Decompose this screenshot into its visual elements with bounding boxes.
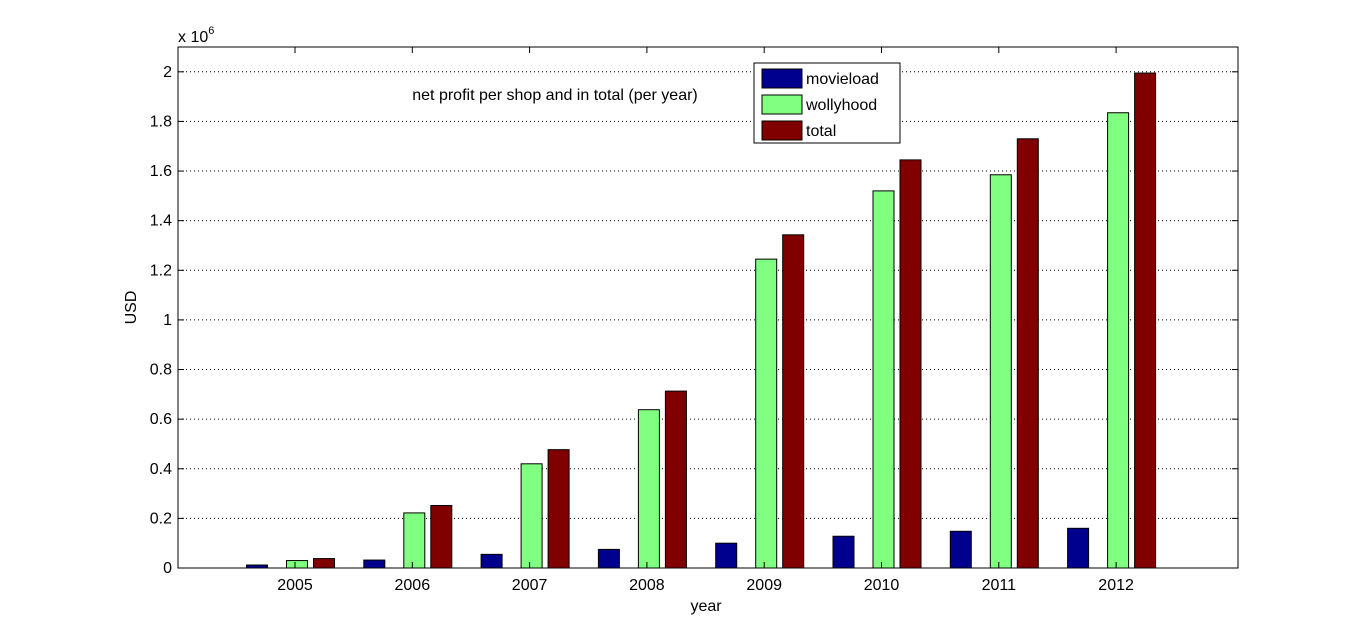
y-tick-label: 1.2 [150, 262, 172, 279]
bar-movieload [597, 548, 620, 569]
bar-movieload [363, 559, 386, 569]
legend-label-movieload: movieload [806, 71, 879, 88]
legend-swatch-total [761, 120, 803, 141]
bar-wollyhood [637, 409, 660, 569]
bar-wollyhood [989, 174, 1012, 569]
legend-swatch-wollyhood [761, 94, 803, 115]
axis-ticks [178, 47, 1238, 569]
bar-movieload [715, 542, 738, 569]
bar-movieload [832, 535, 855, 569]
legend-label-wollyhood: wollyhood [805, 97, 877, 114]
x-tick-label: 2009 [746, 577, 782, 594]
y-tick-label: 1 [163, 312, 172, 329]
x-tick-label: 2008 [629, 577, 665, 594]
x-tick-label: 2006 [395, 577, 431, 594]
bar-movieload [480, 553, 503, 569]
chart-title: net profit per shop and in total (per ye… [412, 87, 698, 104]
bar-total [782, 234, 805, 569]
x-tick-label: 2011 [982, 577, 1017, 594]
legend: movieload wollyhood total [753, 62, 901, 144]
bar-wollyhood [403, 512, 426, 569]
bar-wollyhood [755, 258, 778, 569]
bar-wollyhood [872, 190, 895, 569]
x-axis-label: year [690, 598, 722, 615]
bar-wollyhood [520, 463, 543, 569]
y-tick-label: 2 [163, 64, 172, 81]
y-axis-label: USD [123, 291, 140, 325]
bar-total [547, 449, 570, 569]
y-tick-label: 0.6 [150, 411, 172, 428]
x-tick-label: 2010 [864, 577, 900, 594]
legend-swatch-movieload [761, 68, 803, 89]
x-tick-label: 2005 [277, 577, 313, 594]
bar-total [1016, 138, 1039, 569]
bar-movieload [1067, 527, 1090, 569]
y-tick-labels: 0 0.2 0.4 0.6 0.8 1 1.2 1.4 1.6 1.8 2 [150, 64, 172, 577]
grid-lines [178, 71, 1238, 519]
y-tick-label: 0.4 [150, 461, 172, 478]
bar-movieload [949, 530, 972, 569]
y-tick-label: 1.4 [150, 213, 172, 230]
y-tick-label: 1.8 [150, 113, 172, 130]
y-tick-label: 0.2 [150, 510, 172, 527]
y-tick-label: 1.6 [150, 163, 172, 180]
y-tick-label: 0.8 [150, 362, 172, 379]
bar-total [430, 504, 453, 569]
legend-label-total: total [806, 123, 836, 140]
bar-wollyhood [1107, 112, 1130, 569]
x-tick-label: 2007 [512, 577, 548, 594]
bar-total [1134, 72, 1157, 569]
bar-total [664, 390, 687, 569]
x-tick-label: 2012 [1098, 577, 1134, 594]
bar-series [246, 72, 1157, 569]
bar-total [313, 558, 335, 569]
plot-area-border [177, 46, 1239, 569]
bar-wollyhood [286, 560, 308, 569]
y-exponent-label: x 106 [178, 25, 214, 46]
y-tick-label: 0 [163, 560, 172, 577]
x-tick-labels: 2005 2006 2007 2008 2009 2010 2011 2012 [277, 577, 1134, 594]
bar-total [899, 159, 922, 569]
